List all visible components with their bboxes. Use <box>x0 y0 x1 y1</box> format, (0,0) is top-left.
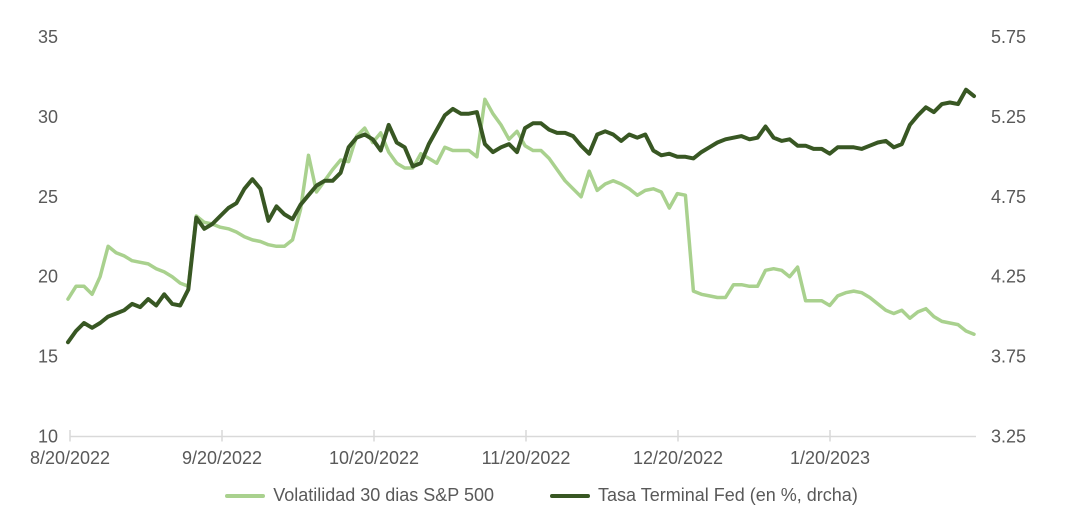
chart-legend: Volatilidad 30 dias S&P 500 Tasa Termina… <box>0 485 1083 506</box>
volatility-legend-swatch <box>225 493 266 498</box>
y-axis-left-label: 30 <box>38 107 58 127</box>
x-axis-label: 9/20/2022 <box>182 448 262 468</box>
y-axis-right-label: 5.25 <box>991 107 1026 127</box>
fed-terminal-rate-legend-swatch <box>550 493 591 498</box>
y-axis-left-label: 35 <box>38 27 58 47</box>
y-axis-left-label: 20 <box>38 267 58 287</box>
y-axis-left-label: 10 <box>38 427 58 447</box>
y-axis-left-label: 25 <box>38 187 58 207</box>
x-axis-label: 11/20/2022 <box>482 448 571 468</box>
y-axis-right-label: 5.75 <box>991 27 1026 47</box>
x-axis-label: 8/20/2022 <box>30 448 110 468</box>
x-axis-label: 10/20/2022 <box>329 448 419 468</box>
fed-terminal-rate-legend-label: Tasa Terminal Fed (en %, drcha) <box>598 485 858 505</box>
legend-item-fed-terminal-rate: Tasa Terminal Fed (en %, drcha) <box>550 485 858 506</box>
x-axis-label: 12/20/2022 <box>633 448 723 468</box>
y-axis-left-label: 15 <box>38 347 58 367</box>
y-axis-right-label: 3.25 <box>991 427 1026 447</box>
y-axis-right-label: 4.25 <box>991 267 1026 287</box>
y-axis-right-label: 4.75 <box>991 187 1026 207</box>
x-axis-label: 1/20/2023 <box>790 448 870 468</box>
volatility-legend-label: Volatilidad 30 dias S&P 500 <box>273 485 495 505</box>
legend-item-volatility: Volatilidad 30 dias S&P 500 <box>225 485 494 506</box>
y-axis-right-label: 3.75 <box>991 347 1026 367</box>
fed-terminal-rate-series-line <box>66 87 976 345</box>
